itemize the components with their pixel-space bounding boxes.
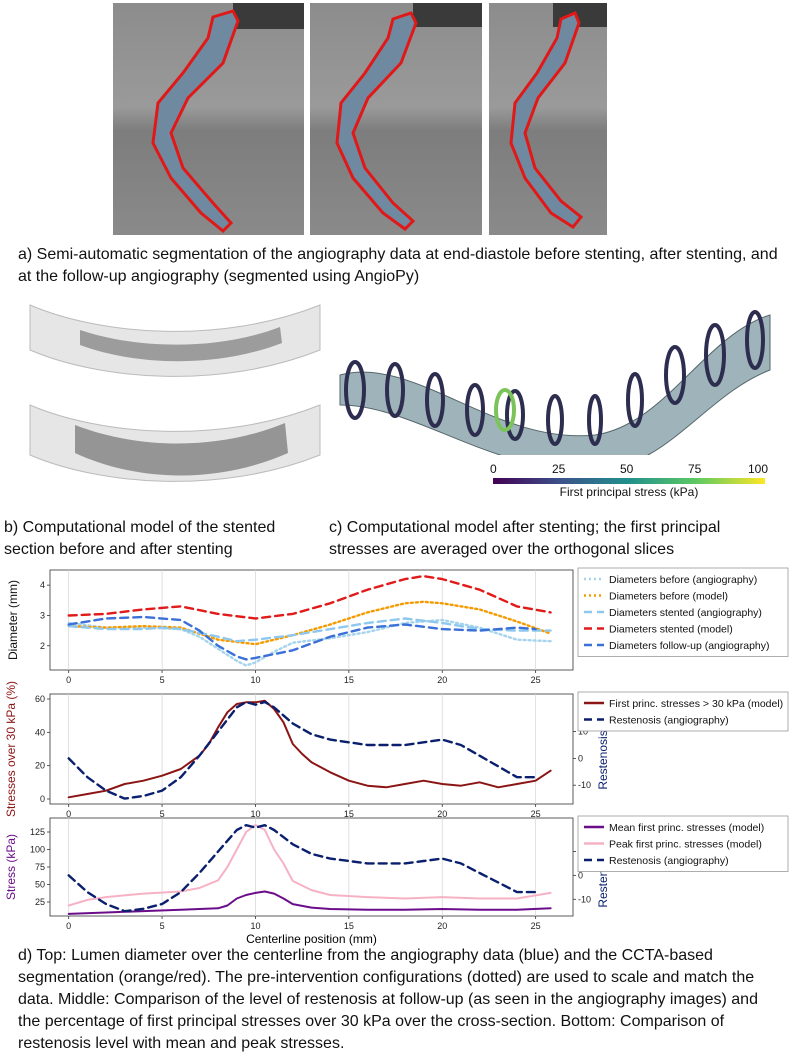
stress-slices-figure <box>339 310 771 471</box>
chart-2-legend-label-2: Restenosis (angiography) <box>609 855 729 867</box>
chart-1-xtick-label: 25 <box>531 809 541 819</box>
chart-1-ylabel: Stresses over 30 kPa (%) <box>4 681 18 817</box>
chart-1-xtick-label: 15 <box>344 809 354 819</box>
chart-2-xtick-label: 0 <box>66 921 71 931</box>
chart-0-xtick-label: 10 <box>250 675 260 685</box>
chart-2-legend-label-1: Peak first princ. stresses (model) <box>609 839 762 851</box>
chart-0-legend-label-1: Diameters before (model) <box>609 591 728 603</box>
chart-2-xtick-label: 20 <box>437 921 447 931</box>
chart-2-y2tick-label: 0 <box>578 870 583 880</box>
chart-1-legend-label-0: First princ. stresses > 30 kPa (model) <box>609 698 783 710</box>
colorbar-tick-50: 50 <box>620 462 634 476</box>
stent-model-panel <box>20 295 325 510</box>
chart-1-y2tick-label: 10 <box>578 727 588 737</box>
chart-0-series-1-line <box>67 600 552 646</box>
angiography-panel <box>113 3 607 235</box>
chart-2-ytick-label: 75 <box>35 862 45 872</box>
chart-2-frame <box>49 817 574 917</box>
chart-0-xtick-label: 5 <box>160 675 165 685</box>
chart-2-xtick-label: 25 <box>531 921 541 931</box>
chart-0-series-4-line <box>67 615 537 661</box>
caption-b: b) Computational model of the stented se… <box>4 519 276 558</box>
colorbar-tick-100: 100 <box>748 462 769 476</box>
chart-2-series-1-line <box>67 824 552 907</box>
stent-model-figures <box>29 304 321 482</box>
colorbar: 0 25 50 75 100 First principal stress (k… <box>490 462 775 502</box>
chart-1-legend <box>577 691 789 732</box>
colorbar-tick-25: 25 <box>552 462 566 476</box>
colorbar-label: First principal stress (kPa) <box>559 485 699 499</box>
angiography-frame-after <box>310 3 482 235</box>
chart-0-ytick-label: 3 <box>40 610 45 620</box>
chart-0-series-3-line <box>67 574 552 620</box>
stress-slices-panel <box>335 295 775 471</box>
angiography-frame-before <box>113 3 304 235</box>
chart-1-xtick-label: 0 <box>66 809 71 819</box>
chart-1-y2tick-label: -10 <box>578 780 591 790</box>
chart-0-legend <box>577 567 789 657</box>
chart-0-ytick-label: 4 <box>40 580 45 590</box>
chart-0-xtick-label: 20 <box>437 675 447 685</box>
chart-2-xtick-label: 5 <box>160 921 165 931</box>
angiography-frame-followup <box>489 3 607 235</box>
chart-0-xtick-label: 0 <box>66 675 71 685</box>
chart-0-xtick-label: 25 <box>531 675 541 685</box>
chart-0-legend-label-2: Diameters stented (angiography) <box>609 607 762 619</box>
chart-0-frame <box>49 569 574 671</box>
chart-1-ytick-label: 20 <box>35 761 45 771</box>
chart-1-xtick-label: 10 <box>250 809 260 819</box>
caption-c: c) Computational model after stenting; t… <box>329 519 721 558</box>
chart-0-legend-label-3: Diameters stented (model) <box>609 624 733 636</box>
chart-1-ytick-label: 60 <box>35 694 45 704</box>
chart-2-ylabel: Stress (kPa) <box>4 834 18 900</box>
chart-2-legend <box>577 815 789 872</box>
stent-model-after <box>29 404 321 482</box>
chart-0-legend-label-0: Diameters before (angiography) <box>609 574 757 586</box>
chart-1-xtick-label: 5 <box>160 809 165 819</box>
chart-2-ytick-label: 100 <box>30 845 45 855</box>
chart-2-legend-label-0: Mean first princ. stresses (model) <box>609 822 764 834</box>
chart-2-xtick-label: 10 <box>250 921 260 931</box>
chart-1-series-0-line <box>67 699 552 799</box>
stent-model-before <box>29 304 321 377</box>
diameter-stress-charts: 0 5 10 15 20 25 2 3 4 Diameter (mm) Diameters befo… <box>4 567 789 946</box>
chart-2-series-0-line <box>67 890 552 915</box>
chart-2-ytick-label: 25 <box>35 897 45 907</box>
chart-0-ytick-label: 2 <box>40 641 45 651</box>
chart-2-ytick-label: 125 <box>30 827 45 837</box>
chart-0-series-2-line <box>67 617 552 643</box>
chart-0-ylabel: Diameter (mm) <box>6 580 20 660</box>
chart-1-ytick-label: 40 <box>35 727 45 737</box>
chart-2-y2tick-label: -10 <box>578 894 591 904</box>
colorbar-gradient <box>493 478 765 484</box>
chart-1-legend-label-1: Restenosis (angiography) <box>609 715 729 727</box>
chart-1-ytick-label: 0 <box>40 794 45 804</box>
colorbar-tick-75: 75 <box>688 462 702 476</box>
caption-d: d) Top: Lumen diameter over the centerli… <box>18 947 758 1052</box>
chart-0-xtick-label: 15 <box>344 675 354 685</box>
chart-2-ytick-label: 50 <box>35 880 45 890</box>
colorbar-tick-0: 0 <box>490 462 497 476</box>
chart-0-legend-label-4: Diameters follow-up (angiography) <box>609 640 770 652</box>
chart-1-xtick-label: 20 <box>437 809 447 819</box>
caption-a: a) Semi-automatic segmentation of the an… <box>18 246 778 285</box>
chart-1-frame <box>49 693 574 805</box>
chart-1-y2tick-label: 0 <box>578 753 583 763</box>
chart-1-series-1-line <box>67 700 537 800</box>
chart-2-xlabel: Centerline position (mm) <box>246 932 377 946</box>
chart-2-series-2-line <box>67 824 537 913</box>
chart-2-xtick-label: 15 <box>344 921 354 931</box>
angiography-frames <box>113 3 607 235</box>
